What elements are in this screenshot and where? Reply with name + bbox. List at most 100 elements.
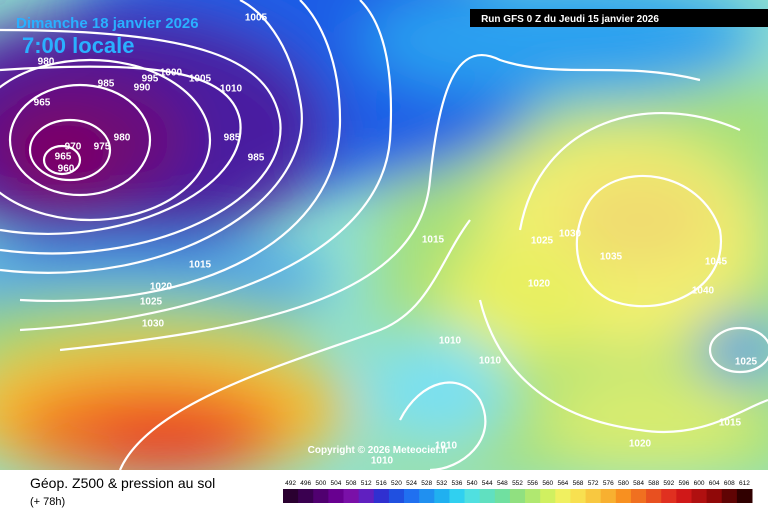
- scale-label: 512: [361, 480, 372, 487]
- scale-label: 560: [542, 480, 553, 487]
- isobar-label: 1035: [600, 252, 623, 263]
- scale-swatch: [691, 489, 708, 503]
- isobar-label: 980: [114, 133, 131, 144]
- isobar-label: 1010: [479, 356, 502, 367]
- scale-swatch: [449, 489, 466, 503]
- isobar-label: 1010: [439, 336, 462, 347]
- isobar-label: 995: [142, 74, 159, 85]
- isobar-label: 1020: [528, 279, 551, 290]
- scale-label: 516: [376, 480, 387, 487]
- scale-swatch: [676, 489, 692, 503]
- scale-swatch: [404, 489, 420, 503]
- scale-label: 576: [603, 480, 614, 487]
- scale-swatch: [434, 489, 450, 503]
- scale-swatch: [585, 489, 602, 503]
- run-info: Run GFS 0 Z du Jeudi 15 janvier 2026: [481, 14, 659, 25]
- scale-label: 496: [300, 480, 311, 487]
- isobar-label: 1005: [245, 13, 268, 24]
- isobar-label: 985: [224, 133, 241, 144]
- scale-label: 492: [285, 480, 296, 487]
- isobars: [0, 0, 768, 470]
- scale-label: 508: [346, 480, 357, 487]
- scale-label: 604: [709, 480, 720, 487]
- isobar-label: 960: [58, 164, 75, 175]
- date: Dimanche 18 janvier 2026: [16, 15, 199, 32]
- color-scale: 492 496 500 504 508 512 516 520 524 528 532 536 540 5…: [283, 480, 753, 503]
- isobar-label: 1010: [220, 84, 243, 95]
- isobar-label: 970: [65, 142, 82, 153]
- scale-label: 552: [512, 480, 523, 487]
- scale-swatch: [328, 489, 345, 503]
- scale-label: 544: [482, 480, 493, 487]
- isobar-label: 1025: [735, 357, 758, 368]
- isobar-label: 975: [94, 142, 111, 153]
- isobar-label: 1020: [150, 282, 173, 293]
- copyright: Copyright © 2026 Meteociel.fr: [308, 445, 449, 456]
- scale-swatch: [570, 489, 587, 503]
- scale-label: 532: [436, 480, 447, 487]
- scale-label: 592: [663, 480, 674, 487]
- field: [0, 0, 768, 470]
- isobar-label: 1015: [719, 418, 742, 429]
- scale-label: 540: [467, 480, 478, 487]
- isobar-label: 1015: [189, 260, 212, 271]
- scale-label: 584: [633, 480, 644, 487]
- isobar-label: 1045: [705, 257, 728, 268]
- scale-label: 572: [588, 480, 599, 487]
- scale-label: 556: [527, 480, 538, 487]
- footer-lead: (+ 78h): [30, 496, 65, 508]
- isobar-label: 1010: [435, 441, 458, 452]
- isobar-label: 1005: [189, 74, 212, 85]
- footer-title: Géop. Z500 & pression au sol: [30, 475, 215, 491]
- scale-swatch: [736, 489, 753, 503]
- scale-label: 568: [573, 480, 584, 487]
- scale-label: 500: [315, 480, 326, 487]
- time: 7:00 locale: [22, 33, 135, 58]
- run-box: [470, 9, 768, 27]
- scale-label: 580: [618, 480, 629, 487]
- isobar-label: 965: [34, 98, 51, 109]
- scale-swatch: [464, 489, 481, 503]
- scale-swatch: [313, 489, 329, 503]
- scale-swatch: [358, 489, 375, 503]
- scale-swatch: [494, 489, 511, 503]
- scale-label: 600: [694, 480, 705, 487]
- scale-label: 564: [557, 480, 568, 487]
- scale-label: 612: [739, 480, 750, 487]
- scale-swatch: [615, 489, 632, 503]
- scale-swatch: [283, 489, 299, 503]
- scale-swatch: [509, 489, 526, 503]
- isobar-label: 985: [248, 153, 265, 164]
- scale-swatch: [388, 489, 405, 503]
- isobar-label: 1015: [422, 235, 445, 246]
- scale-label: 528: [421, 480, 432, 487]
- scale-swatch: [373, 489, 390, 503]
- scale-swatch: [630, 489, 647, 503]
- scale-swatch: [661, 489, 677, 503]
- scale-swatch: [555, 489, 571, 503]
- scale-swatch: [479, 489, 496, 503]
- isobar-label: 1025: [531, 236, 554, 247]
- scale-label: 504: [331, 480, 342, 487]
- isobar-label: 1020: [629, 439, 652, 450]
- isobar-label: 1010: [371, 456, 394, 467]
- scale-label: 524: [406, 480, 417, 487]
- scale-label: 548: [497, 480, 508, 487]
- scale-swatch: [298, 489, 314, 503]
- scale-swatch: [540, 489, 556, 503]
- isobar-label: 1000: [160, 68, 183, 79]
- isobar-label: 965: [55, 152, 72, 163]
- scale-label: 536: [452, 480, 463, 487]
- scale-swatch: [419, 489, 435, 503]
- scale-swatch: [706, 489, 723, 503]
- scale-label: 608: [724, 480, 735, 487]
- scale-label: 596: [678, 480, 689, 487]
- isobar-label: 985: [98, 79, 115, 90]
- isobar-label: 980: [38, 57, 55, 68]
- scale-swatch: [600, 489, 617, 503]
- isobar-label: 990: [134, 83, 151, 94]
- scale-label: 588: [648, 480, 659, 487]
